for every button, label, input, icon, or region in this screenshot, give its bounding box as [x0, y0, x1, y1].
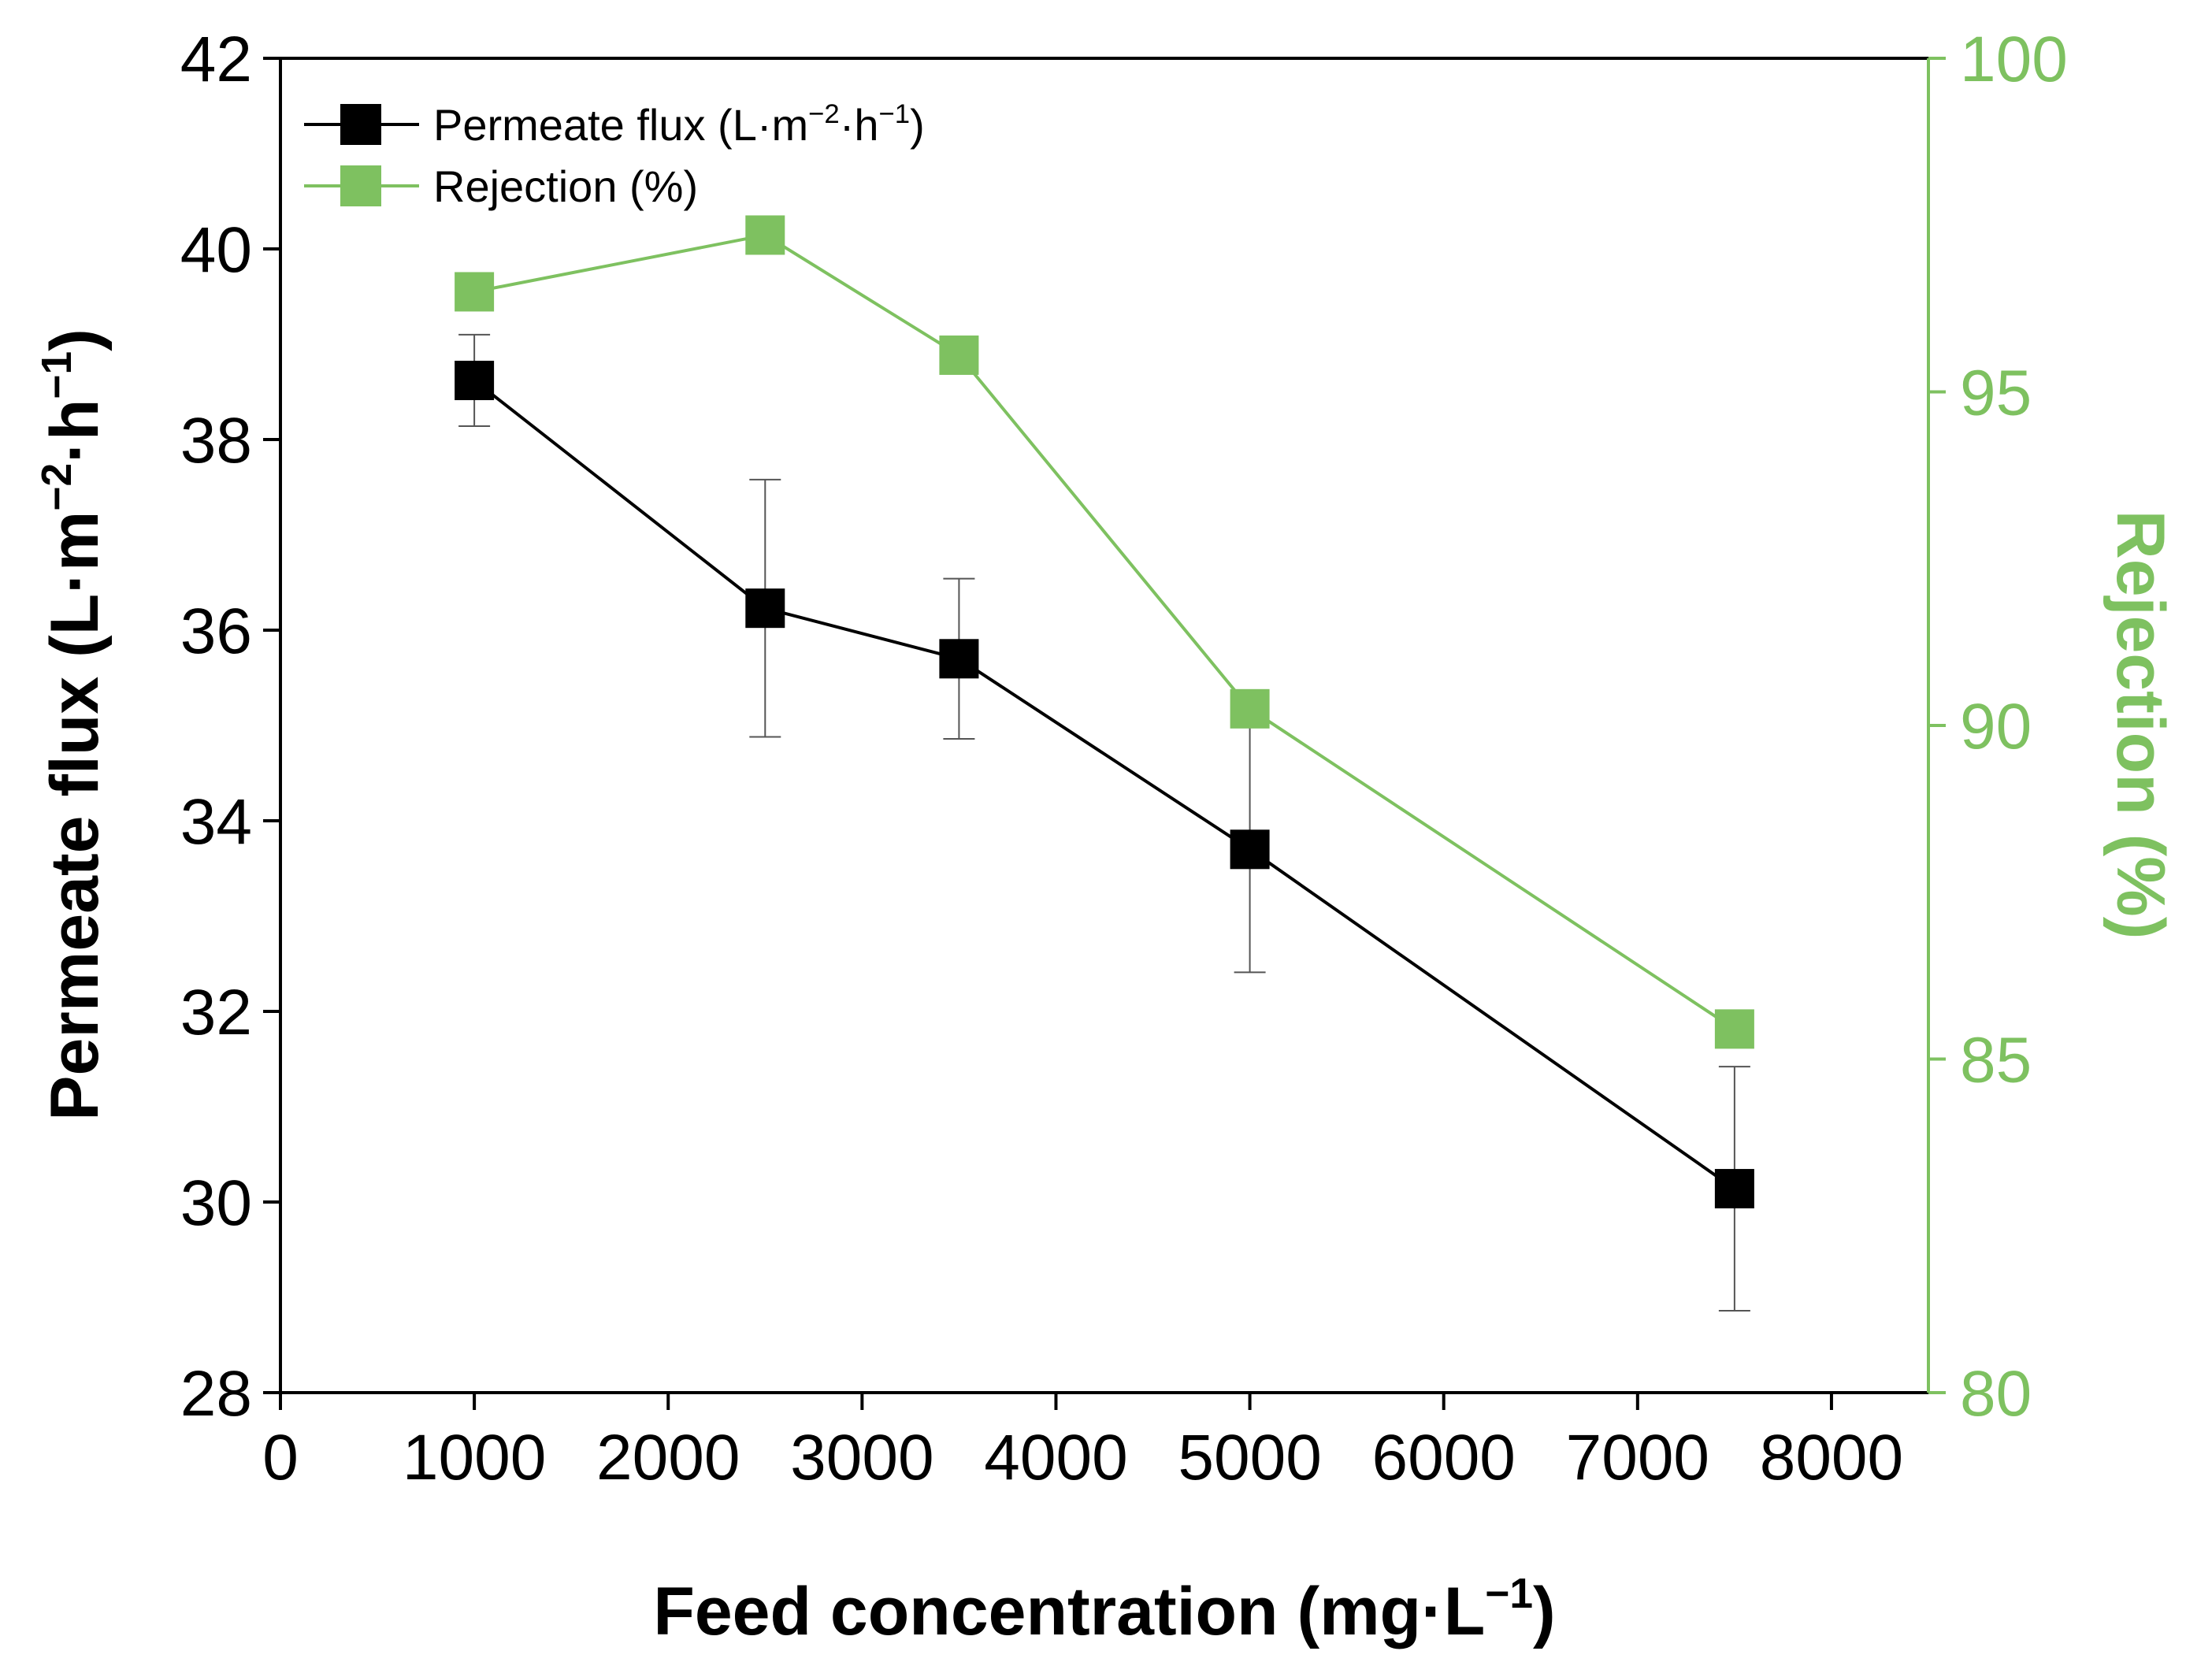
x-tick-label: 2000 [596, 1422, 740, 1493]
plot-frame [279, 57, 1930, 1394]
legend: Permeate flux (L·m−2·h−1) Rejection (%) [304, 99, 925, 211]
x-tick-label: 6000 [1371, 1422, 1515, 1493]
x-tick-label: 3000 [790, 1422, 933, 1493]
rejection-point [745, 215, 785, 255]
legend-rejection-label: Rejection (%) [433, 161, 698, 211]
x-tick-label: 0 [262, 1422, 299, 1493]
y2-tick-label: 95 [1960, 358, 2032, 429]
y-tick-label: 30 [180, 1167, 252, 1239]
y-tick-label: 36 [180, 595, 252, 667]
y2-axis-title: Rejection (%) [2103, 510, 2178, 940]
legend-flux-marker [340, 104, 381, 145]
flux-point [1714, 1169, 1754, 1209]
flux-line [473, 379, 1736, 1190]
flux-point [939, 639, 979, 679]
y2-tick-label: 90 [1960, 691, 2032, 762]
rejection-point [455, 272, 495, 312]
legend-flux-label: Permeate flux (L·m−2·h−1) [433, 99, 925, 150]
rejection-line [473, 233, 1735, 1031]
x-tick-label: 5000 [1178, 1422, 1321, 1493]
x-tick-label: 7000 [1566, 1422, 1709, 1493]
y-axis-left: 28 30 32 34 36 38 40 42 [180, 24, 280, 1430]
x-tick-label: 4000 [984, 1422, 1127, 1493]
y2-tick-label: 100 [1960, 24, 2068, 95]
x-tick-label: 8000 [1760, 1422, 1903, 1493]
y-tick-label: 32 [180, 977, 252, 1048]
y-axis-right: 80 85 90 95 100 [1928, 24, 2068, 1430]
flux-point [1230, 829, 1270, 870]
series-permeate-flux [455, 333, 1754, 1312]
flux-point [745, 588, 785, 629]
y2-tick-label: 80 [1960, 1358, 2032, 1430]
flux-point [455, 360, 495, 400]
y-tick-label: 34 [180, 786, 252, 858]
y-tick-label: 40 [180, 214, 252, 286]
rejection-point [1714, 1009, 1754, 1049]
rejection-point [1230, 688, 1270, 729]
y-tick-label: 42 [180, 24, 252, 95]
y-tick-label: 38 [180, 405, 252, 477]
x-tick-label: 1000 [403, 1422, 546, 1493]
x-axis: 0 1000 2000 3000 4000 5000 6000 7000 8000 [262, 1393, 1903, 1493]
x-axis-title: Feed concentration (mg·L−1) [653, 1571, 1555, 1649]
y-tick-label: 28 [180, 1358, 252, 1430]
rejection-point [939, 335, 979, 375]
legend-rejection-marker [340, 165, 381, 206]
y-axis-title: Permeate flux (L·m−2·h−1) [34, 328, 113, 1121]
y2-tick-label: 85 [1960, 1025, 2032, 1096]
series-rejection [455, 215, 1754, 1049]
